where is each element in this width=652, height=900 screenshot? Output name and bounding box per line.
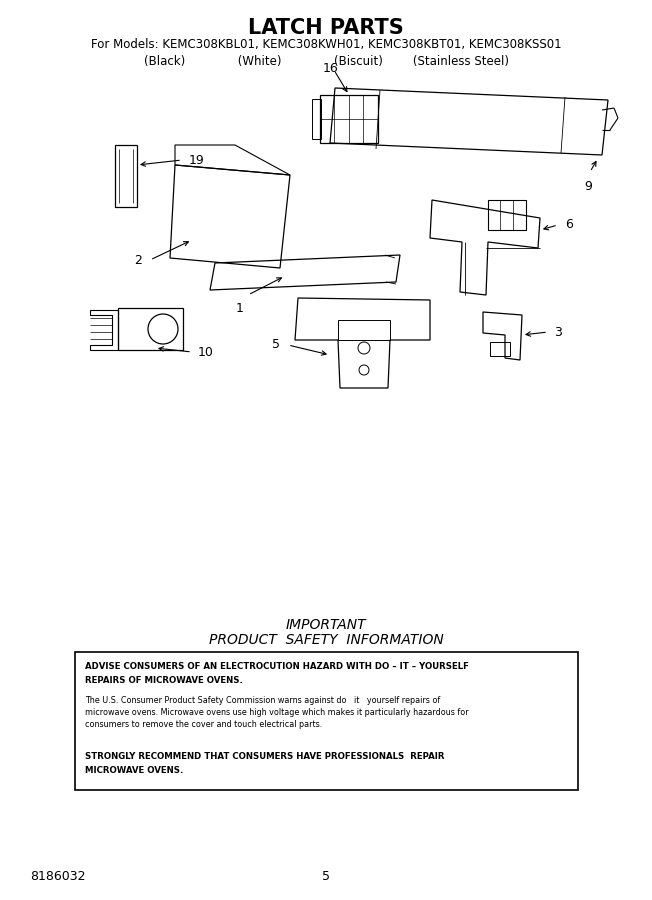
Text: PRODUCT  SAFETY  INFORMATION: PRODUCT SAFETY INFORMATION [209,633,443,647]
Text: 19: 19 [189,154,205,166]
Text: REPAIRS OF MICROWAVE OVENS.: REPAIRS OF MICROWAVE OVENS. [85,676,243,685]
Text: 1: 1 [236,302,244,315]
Text: (Black)              (White)              (Biscuit)        (Stainless Steel): (Black) (White) (Biscuit) (Stainless Ste… [143,55,509,68]
Text: 16: 16 [323,62,339,75]
Text: The U.S. Consumer Product Safety Commission warns against do   it   yourself rep: The U.S. Consumer Product Safety Commiss… [85,696,440,705]
Text: 3: 3 [554,326,562,338]
Text: 10: 10 [198,346,214,358]
Bar [115,145,137,207]
Bar [118,308,183,350]
Text: LATCH PARTS: LATCH PARTS [248,18,404,38]
Text: 8186032: 8186032 [30,870,85,883]
Text: IMPORTANT: IMPORTANT [286,618,366,632]
Text: STRONGLY RECOMMEND THAT CONSUMERS HAVE PROFESSIONALS  REPAIR: STRONGLY RECOMMEND THAT CONSUMERS HAVE P… [85,752,445,761]
Text: microwave ovens. Microwave ovens use high voltage which makes it particularly ha: microwave ovens. Microwave ovens use hig… [85,708,469,717]
Bar [320,95,378,143]
Text: 6: 6 [565,219,573,231]
Text: 2: 2 [134,254,142,266]
Bar [75,652,578,790]
Text: ADVISE CONSUMERS OF AN ELECTROCUTION HAZARD WITH DO – IT – YOURSELF: ADVISE CONSUMERS OF AN ELECTROCUTION HAZ… [85,662,469,671]
Text: 5: 5 [272,338,280,352]
Bar [488,200,526,230]
Text: 9: 9 [584,180,592,193]
Text: For Models: KEMC308KBL01, KEMC308KWH01, KEMC308KBT01, KEMC308KSS01: For Models: KEMC308KBL01, KEMC308KWH01, … [91,38,561,51]
Text: 5: 5 [322,870,330,883]
Text: MICROWAVE OVENS.: MICROWAVE OVENS. [85,766,183,775]
Bar [490,342,510,356]
Bar [312,99,321,139]
Text: consumers to remove the cover and touch electrical parts.: consumers to remove the cover and touch … [85,720,322,729]
